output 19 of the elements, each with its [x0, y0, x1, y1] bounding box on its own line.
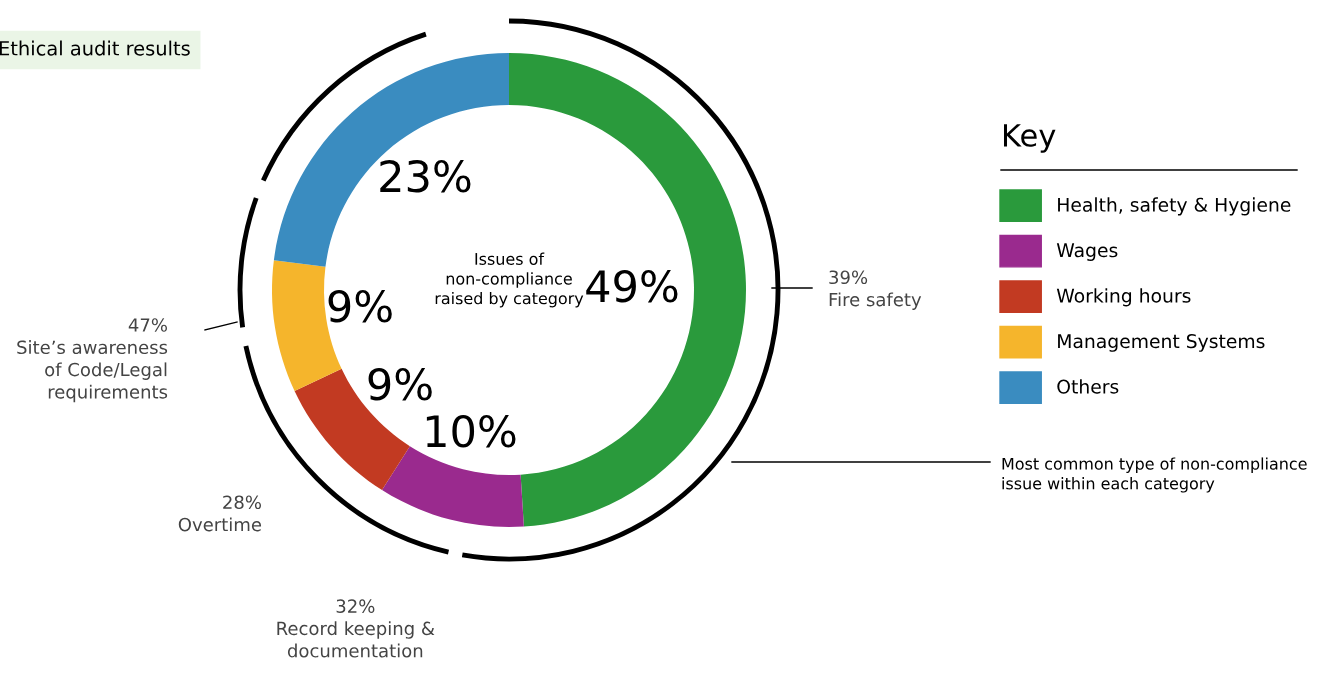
text: Issues of non-compliance raised by category: [435, 252, 584, 308]
donut-slice: [382, 446, 524, 527]
legend-title: Key: [1004, 124, 1056, 153]
text: 47% Site’s awareness of Code/Legal requirements: [17, 318, 168, 403]
data-label: 9%: [368, 367, 432, 401]
data-label: 49%: [586, 269, 678, 303]
text: 39% Fire safety: [829, 270, 922, 310]
text: Ethical audit results: [0, 40, 190, 56]
legend-label: Wages: [1056, 243, 1118, 261]
data-label: 9%: [328, 289, 392, 323]
legend-label: Others: [1057, 379, 1119, 394]
data-label: 23%: [380, 159, 471, 193]
text: 32% Record keeping & documentation: [277, 599, 435, 658]
legend-label: Health, safety & Hygiene: [1058, 197, 1291, 216]
legend-label: Management Systems: [1058, 334, 1265, 352]
legend-label: Working hours: [1056, 288, 1191, 307]
data-label: 10%: [426, 414, 516, 448]
text: Most common type of non-compliance issue within each category: [1002, 457, 1307, 493]
text: 28% Overtime: [178, 495, 262, 532]
